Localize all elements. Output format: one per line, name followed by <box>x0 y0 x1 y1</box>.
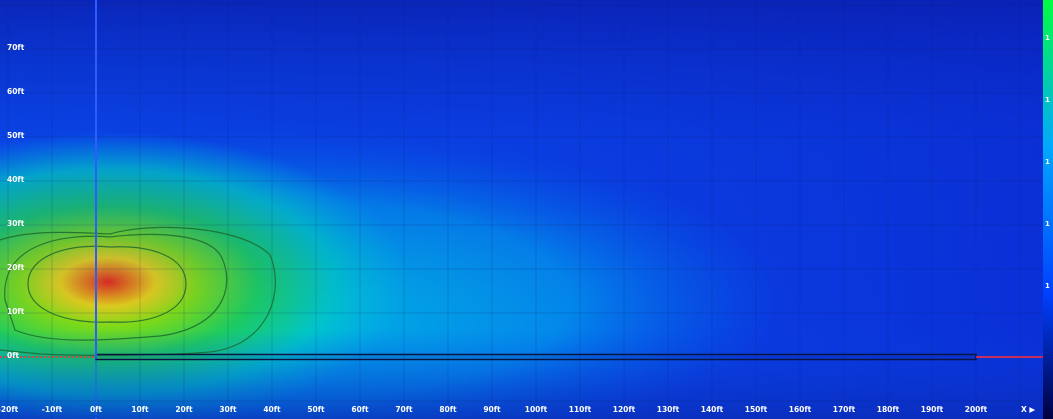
x-axis-label: 120ft <box>613 405 636 414</box>
x-axis-label: 20ft <box>175 405 193 414</box>
x-axis-label: 50ft <box>307 405 325 414</box>
y-axis-label: 0ft <box>7 351 19 360</box>
y-axis-label: 10ft <box>7 307 25 316</box>
x-axis-label: 130ft <box>657 405 680 414</box>
x-axis-label: 90ft <box>483 405 501 414</box>
y-axis-label: 20ft <box>7 263 25 272</box>
x-axis-label: 190ft <box>921 405 944 414</box>
x-axis-label: 110ft <box>569 405 592 414</box>
y-axis-labels: 70ft 60ft 50ft 40ft 30ft 20ft 10ft 0ft <box>7 43 25 360</box>
y-axis-label: 30ft <box>7 219 25 228</box>
x-axis-direction-label: X ▶ <box>1021 405 1035 414</box>
x-axis-labels: -20ft -10ft 0ft 10ft 20ft 30ft 40ft 50ft 60ft 70f… <box>0 405 988 414</box>
x-axis-label: 60ft <box>351 405 369 414</box>
x-axis-label: 0ft <box>90 405 102 414</box>
color-scale-tick-label: 1 <box>1045 34 1050 42</box>
x-axis-label: 80ft <box>439 405 457 414</box>
color-scale-tick-label: 1 <box>1045 220 1050 228</box>
y-axis-label: 70ft <box>7 43 25 52</box>
x-axis-label: 100ft <box>525 405 548 414</box>
color-scale-tick-label: 1 <box>1045 282 1050 290</box>
x-axis-label: 40ft <box>263 405 281 414</box>
y-axis-label: 40ft <box>7 175 25 184</box>
color-scale-bar <box>1043 0 1053 419</box>
x-axis-label: 140ft <box>701 405 724 414</box>
x-axis-label: 160ft <box>789 405 812 414</box>
y-axis-label: 50ft <box>7 131 25 140</box>
x-axis-label: 10ft <box>131 405 149 414</box>
x-axis-label: 180ft <box>877 405 900 414</box>
x-axis-label: 30ft <box>219 405 237 414</box>
color-scale-tick-label: 1 <box>1045 158 1050 166</box>
x-axis-label: 70ft <box>395 405 413 414</box>
color-scale: 1 1 1 1 1 <box>1043 0 1053 419</box>
y-axis-label: 60ft <box>7 87 25 96</box>
x-axis-label: -20ft <box>0 405 19 414</box>
x-axis-label: 170ft <box>833 405 856 414</box>
color-scale-tick-label: 1 <box>1045 96 1050 104</box>
x-axis-label: 200ft <box>965 405 988 414</box>
x-axis-label: -10ft <box>42 405 63 414</box>
x-axis-label: 150ft <box>745 405 768 414</box>
color-scale-tick-labels: 1 1 1 1 1 <box>1045 34 1050 290</box>
